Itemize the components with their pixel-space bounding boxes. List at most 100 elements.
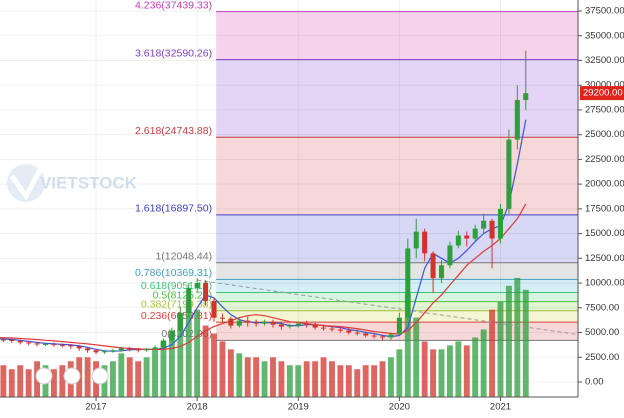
volume-bar [168, 333, 175, 397]
candle-body [59, 344, 65, 346]
candle-body [363, 333, 369, 336]
control-button[interactable] [35, 367, 53, 385]
candle-body [85, 348, 91, 351]
candle-body [455, 235, 461, 246]
volume-bar [312, 361, 319, 397]
y-tick-label: 12500.00 [585, 253, 624, 264]
fib-band [216, 310, 578, 323]
volume-bar [236, 353, 243, 397]
volume-bar [505, 285, 512, 397]
y-tick-label: 5000.00 [585, 327, 619, 338]
x-tick-label: 2020 [389, 402, 410, 413]
x-tick-label: 2018 [187, 402, 208, 413]
moving-average-line [0, 203, 527, 350]
y-tick-label: 22500.00 [585, 154, 624, 165]
candle-body [236, 320, 242, 326]
volume-bar [50, 369, 57, 397]
fib-band [216, 292, 578, 302]
candle-body [0, 339, 6, 341]
watermark-logo-mark [9, 168, 43, 201]
candle-body [447, 245, 453, 266]
candle-body [312, 324, 318, 328]
volume-bar [84, 357, 91, 397]
candle-body [489, 220, 495, 239]
candle-body [514, 100, 520, 140]
volume-bar [202, 325, 209, 397]
fib-label: 0.618(9051.12) [141, 280, 212, 292]
candle-body [481, 220, 487, 229]
volume-bar [320, 357, 327, 397]
candle-body [413, 231, 419, 249]
candle-body [278, 324, 284, 327]
volume-bar [514, 277, 521, 397]
candle-body [101, 351, 108, 353]
candle-body [219, 317, 225, 319]
candle-body [118, 348, 124, 351]
y-tick-label: 20000.00 [585, 179, 624, 190]
candle-body [438, 265, 445, 279]
fib-label: 1(12048.44) [155, 251, 212, 263]
candle-body [135, 349, 141, 351]
candle-body [371, 335, 377, 337]
fib-label: 4.236(37439.33) [135, 0, 212, 11]
y-tick-label: 17500.00 [585, 203, 624, 214]
candle-body [396, 317, 402, 335]
volume-bar [8, 369, 15, 397]
volume-bar [261, 361, 268, 397]
playback-controls[interactable] [35, 367, 109, 385]
volume-bar [497, 301, 504, 397]
volume-bar [329, 361, 335, 397]
volume-bar [362, 365, 369, 397]
volume-bar [143, 357, 150, 397]
fib-label: 0.786(10369.31) [135, 267, 212, 279]
volume-bar [489, 309, 496, 397]
volume-bar [59, 365, 66, 397]
volume-bar [379, 361, 386, 397]
y-tick-label: 10000.00 [585, 278, 624, 289]
candle-body [152, 347, 158, 350]
x-tick-label: 2019 [288, 402, 309, 413]
volume-bar [337, 365, 344, 397]
candle-body [169, 330, 175, 341]
volume-bar [295, 365, 302, 397]
fib-label: 1.618(16897.50) [135, 203, 212, 215]
volume-bar [253, 357, 260, 397]
control-button[interactable] [63, 367, 81, 385]
candle-body [329, 328, 335, 330]
candle-body [245, 320, 251, 323]
volume-bar [286, 365, 293, 397]
x-tick-label: 2017 [85, 402, 106, 413]
candle-body [379, 336, 386, 338]
fib-label: 3.618(32590.26) [135, 47, 212, 59]
candle-body [68, 345, 74, 347]
control-button[interactable] [91, 367, 109, 385]
candle-body [287, 325, 293, 327]
last-price-box [580, 86, 624, 101]
candle-body [346, 330, 352, 333]
trendline [197, 279, 579, 336]
candle-body [17, 340, 23, 343]
candle-body [464, 235, 470, 239]
volume-bar [430, 349, 437, 397]
candle-body [203, 283, 209, 301]
volume-bar [480, 329, 487, 397]
candle-body [321, 327, 327, 329]
volume-bar [446, 345, 453, 397]
volume-bar [152, 349, 158, 397]
volume-bar [0, 365, 7, 397]
volume-bar [244, 357, 251, 397]
y-tick-label: 37500.00 [585, 6, 624, 17]
y-tick-label: 25000.00 [585, 129, 624, 140]
candle-body [93, 350, 99, 353]
volume-bar [354, 369, 361, 397]
candle-body [262, 321, 268, 324]
volume-bar [270, 357, 276, 397]
volume-bar [371, 365, 378, 397]
volume-bar [135, 361, 142, 397]
candle-body [388, 334, 394, 338]
y-tick-label: 35000.00 [585, 30, 624, 41]
candle-body [34, 343, 40, 345]
volume-bar [438, 349, 445, 397]
volume-bar [472, 337, 479, 397]
